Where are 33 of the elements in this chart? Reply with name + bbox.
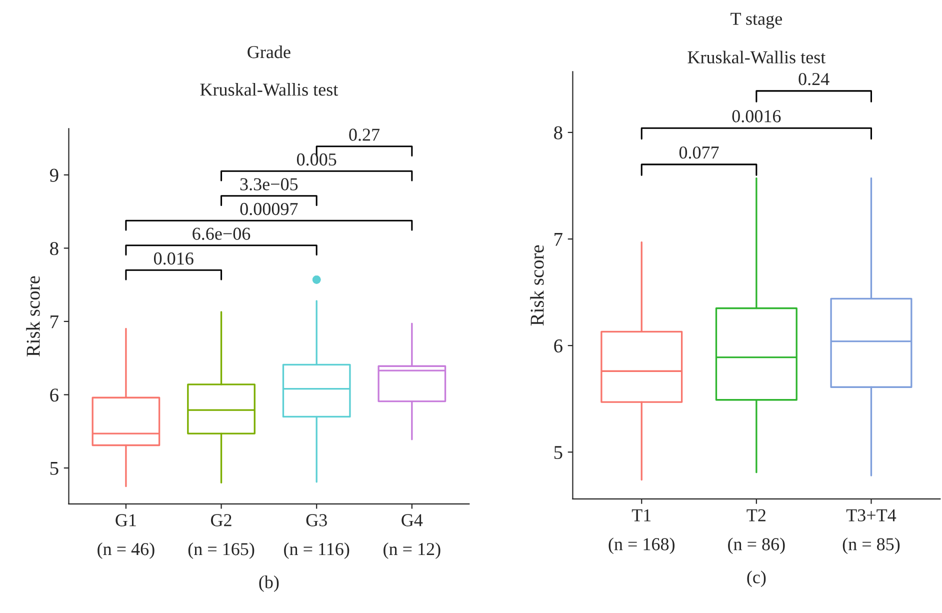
annotation: 6.6e−06	[192, 228, 250, 240]
annotation: 0.016	[154, 252, 194, 265]
x-axis-title: (b)	[259, 576, 279, 592]
x-tick-label: G4 (n = 12)	[384, 514, 440, 559]
x-tick-label: G1 (n = 46)	[98, 514, 154, 559]
y-tick-label: 7	[50, 315, 58, 328]
x-axis-title: (c)	[747, 570, 766, 588]
y-tick-label: 8	[50, 242, 58, 256]
y-tick-label: 9	[50, 168, 58, 182]
y-axis-title: Risk score	[26, 276, 40, 357]
x-tick-label: G2 (n = 165)	[188, 514, 254, 559]
y-tick-label: 5	[50, 462, 58, 475]
x-tick-label: G3 (n = 116)	[284, 514, 350, 559]
chart-title: Grade	[248, 46, 290, 58]
annotation: 0.00097	[240, 202, 298, 216]
x-tick-label: T2 (n = 86)	[728, 509, 785, 554]
annotation: 0.077	[679, 146, 719, 159]
y-tick-label: 7	[554, 233, 562, 246]
chart-title: T stage	[730, 12, 782, 29]
y-axis-title: Risk score	[530, 245, 544, 326]
y-tick-label: 6	[50, 388, 58, 402]
annotation: 3.3e−05	[240, 178, 298, 190]
y-tick-label: 8	[554, 126, 562, 140]
annotation: 0.27	[349, 128, 380, 141]
chart-subtitle: Kruskal-Wallis test	[688, 50, 826, 64]
x-tick-label: T3+T4 (n = 85)	[842, 509, 900, 554]
x-tick-label: T1 (n = 168)	[608, 509, 674, 554]
annotation: 0.005	[296, 153, 336, 166]
annotation: 0.24	[798, 72, 830, 86]
y-tick-label: 6	[554, 339, 562, 352]
chart-subtitle: Kruskal-Wallis test	[200, 83, 338, 96]
annotation: 0.0016	[732, 110, 781, 122]
y-tick-label: 5	[554, 446, 562, 460]
